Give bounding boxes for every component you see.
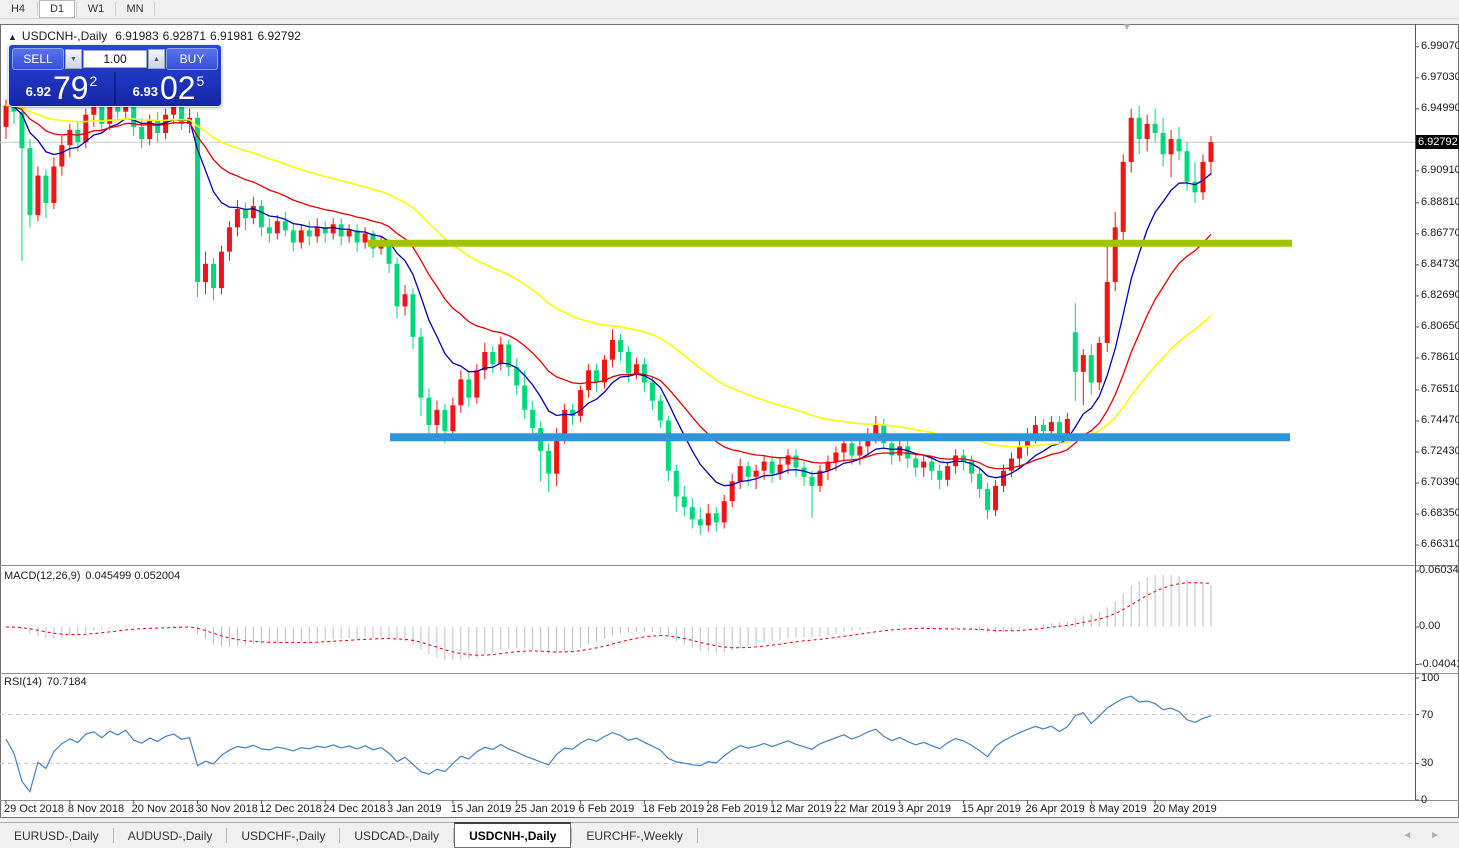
price-divider (114, 72, 116, 104)
price-axis-label: 6.74470 (1421, 413, 1459, 426)
time-axis-label: 15 Apr 2019 (961, 803, 1021, 815)
macd-axis-label: 0.060342 (1419, 564, 1459, 576)
ohlc-close: 6.92792 (257, 29, 301, 43)
time-axis-label: 25 Jan 2019 (514, 803, 576, 815)
ohlc-low: 6.91981 (210, 29, 254, 43)
time-axis-label: 22 Mar 2019 (833, 803, 896, 815)
buy-price-point: 5 (196, 73, 205, 89)
chart-tab-audusddaily[interactable]: AUDUSD-,Daily (127, 828, 213, 843)
time-axis-label: 12 Dec 2018 (259, 803, 322, 815)
tab-separator (226, 828, 228, 843)
tab-separator (339, 828, 341, 843)
price-axis-label: 6.68350 (1421, 507, 1459, 520)
chart-tab-bar: EURUSD-,Daily AUDUSD-,Daily USDCHF-,Daily U… (0, 822, 1459, 848)
toolbar-separator (115, 2, 116, 16)
timeframe-button-w1[interactable]: W1 (87, 3, 105, 15)
price-axis-label: 6.97030 (1421, 70, 1459, 83)
price-axis-label: 6.80650 (1421, 319, 1459, 332)
chart-tab-eurchfweekly[interactable]: EURCHF-,Weekly (586, 828, 683, 843)
sell-price-display[interactable]: 6.92 79 2 (9, 71, 114, 105)
chart-symbol-period: USDCNH-,Daily (21, 29, 108, 43)
time-axis-label: 18 Feb 2019 (642, 803, 705, 815)
time-axis-label: 3 Apr 2019 (897, 803, 951, 815)
chart-tab-usdcaddaily[interactable]: USDCAD-,Daily (354, 828, 440, 843)
rsi-axis-label: 30 (1421, 757, 1434, 770)
rsi-value: 70.7184 (46, 676, 87, 688)
price-axis-label: 6.88810 (1421, 195, 1459, 208)
rsi-indicator-label: RSI(14) 70.7184 (4, 676, 87, 688)
time-axis-label: 15 Jan 2019 (450, 803, 512, 815)
toolbar-separator (76, 2, 77, 16)
chart-ohlc-line: ▲ USDCNH-,Daily 6.91983 6.92871 6.91981 6.927… (8, 29, 305, 43)
price-axis-label: 6.82690 (1421, 288, 1459, 301)
price-axis-label: 6.84730 (1421, 257, 1459, 270)
price-axis-label: 6.72430 (1421, 444, 1459, 457)
time-axis-label: 30 Nov 2018 (195, 803, 258, 815)
price-axis-label: 6.66310 (1421, 538, 1459, 551)
rsi-name: RSI(14) (4, 676, 42, 688)
price-axis-label: 6.76510 (1421, 382, 1459, 395)
price-axis-label: 6.90910 (1421, 163, 1459, 176)
chart-tab-usdcnhdaily[interactable]: USDCNH-,Daily (454, 822, 572, 848)
buy-price-display[interactable]: 6.93 02 5 (116, 71, 221, 105)
macd-axis-label: -0.040415 (1419, 657, 1459, 670)
time-axis-label: 26 Apr 2019 (1025, 803, 1085, 815)
rsi-axis-label: 70 (1421, 708, 1434, 721)
sell-price-base: 6.92 (25, 84, 51, 99)
time-axis-label: 3 Jan 2019 (387, 803, 442, 815)
timeframe-button-mn[interactable]: MN (126, 3, 144, 15)
tab-separator (696, 828, 698, 843)
time-axis-label: 20 Nov 2018 (131, 803, 195, 815)
chart-tab-eurusddaily[interactable]: EURUSD-,Daily (14, 828, 99, 843)
timeframe-button-h4[interactable]: H4 (10, 3, 26, 15)
time-axis-label: 12 Mar 2019 (770, 803, 832, 815)
buy-price-base: 6.93 (132, 84, 158, 99)
status-gap (0, 818, 1459, 822)
tab-separator (571, 828, 573, 843)
time-axis-label: 24 Dec 2018 (323, 803, 386, 815)
rsi-axis-label: 100 (1421, 672, 1440, 684)
volume-increase-button[interactable]: ▲ (148, 49, 165, 69)
time-axis-label: 6 Feb 2019 (578, 803, 635, 815)
ohlc-open: 6.91983 (115, 29, 159, 43)
time-axis-label: 20 May 2019 (1153, 803, 1217, 815)
collapse-panel-icon[interactable]: ▲ (8, 32, 17, 42)
macd-values: 0.045499 0.052004 (85, 570, 181, 582)
tab-scroll-arrows: ◄ ► (1393, 823, 1459, 848)
time-axis-label: 8 May 2019 (1089, 803, 1147, 815)
rsi-axis-label: 0 (1421, 794, 1428, 806)
price-axis-label: 6.70390 (1421, 476, 1459, 488)
toolbar-separator (154, 2, 155, 16)
timeframe-toolbar: H4 D1 W1 MN (0, 0, 1459, 19)
chart-tab-usdchfdaily[interactable]: USDCHF-,Daily (241, 828, 326, 843)
sell-price-point: 2 (89, 73, 98, 89)
macd-axis-label: 0.00 (1419, 620, 1441, 632)
tab-separator (453, 828, 455, 843)
volume-decrease-button[interactable]: ▼ (65, 49, 82, 69)
price-axis-label: 6.78610 (1421, 350, 1459, 363)
macd-indicator-label: MACD(12,26,9) 0.045499 0.052004 (4, 570, 180, 582)
tab-scroll-left-icon[interactable]: ◄ (1402, 830, 1413, 841)
timeframe-button-d1[interactable]: D1 (39, 0, 75, 18)
time-axis-label: 8 Nov 2018 (67, 803, 125, 815)
current-price-tag: 6.92792 (1416, 135, 1459, 150)
price-axis-label: 6.99070 (1421, 39, 1459, 52)
time-axis-label: 28 Feb 2019 (706, 803, 769, 815)
sell-button[interactable]: SELL (12, 48, 64, 70)
price-axis-label: 6.86770 (1421, 226, 1459, 239)
toolbar-separator (37, 2, 38, 16)
time-axis-label: 29 Oct 2018 (4, 803, 64, 815)
sell-price-pips: 79 (52, 70, 89, 106)
price-axis-label: 6.94990 (1421, 101, 1459, 114)
volume-input[interactable] (83, 50, 147, 68)
buy-price-pips: 02 (159, 70, 196, 106)
ohlc-high: 6.92871 (162, 29, 207, 43)
macd-name: MACD(12,26,9) (4, 570, 81, 582)
tab-scroll-right-icon[interactable]: ► (1430, 830, 1440, 841)
chart-shift-icon[interactable]: ▼ (1122, 22, 1132, 33)
tab-separator (112, 828, 114, 843)
buy-button[interactable]: BUY (166, 48, 218, 70)
